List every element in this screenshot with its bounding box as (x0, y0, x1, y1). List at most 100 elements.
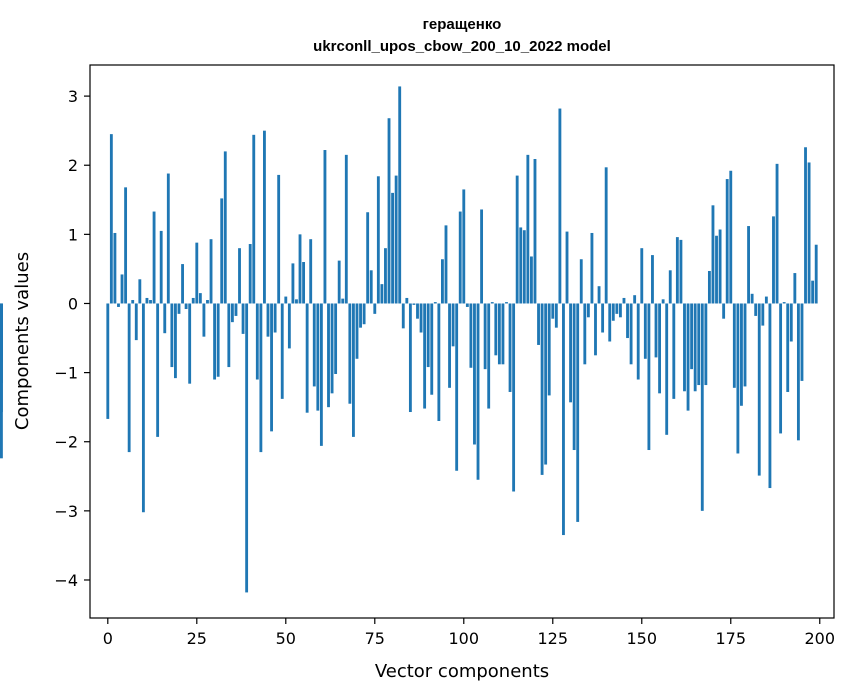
bar-155 (658, 303, 661, 394)
bar-97 (451, 303, 455, 347)
bar-191 (786, 303, 790, 392)
bar-92 (433, 302, 437, 304)
bar-147 (629, 303, 633, 365)
bar-35 (230, 303, 234, 323)
bar-133 (579, 259, 583, 304)
bar-69 (352, 303, 355, 437)
bar-125 (551, 303, 555, 319)
bar-38 (241, 303, 245, 334)
bar-98 (455, 303, 459, 471)
bar-199 (814, 244, 818, 304)
x-tick-label: 175 (715, 629, 746, 648)
bar-50 (284, 296, 288, 304)
bar-60 (319, 303, 323, 446)
bar-48 (277, 174, 281, 304)
bar-165 (693, 303, 697, 392)
bar-9 (138, 279, 142, 304)
bar-138 (597, 286, 601, 304)
bar-74 (369, 270, 373, 304)
bar-66 (341, 298, 345, 304)
bar-140 (604, 167, 608, 304)
bar-156 (661, 299, 665, 304)
bar-181 (750, 293, 754, 304)
bar-10 (141, 303, 145, 513)
bar-37 (238, 248, 241, 304)
bar-122 (540, 303, 544, 475)
bar-184 (761, 303, 765, 326)
bar-3 (117, 303, 120, 307)
bar-126 (554, 303, 558, 328)
chart-title: геращенко (423, 16, 502, 33)
bar-196 (804, 147, 807, 304)
bar-192 (789, 303, 793, 342)
y-tick-label: −3 (54, 502, 78, 521)
bar-58 (312, 303, 316, 387)
y-axis-ticks: −4 −3 −2 −1 0 1 2 3 (54, 87, 90, 590)
bar-34 (227, 303, 231, 368)
bar-47 (273, 303, 277, 333)
x-tick-label: 100 (449, 629, 480, 648)
bar-96 (448, 303, 451, 388)
bar-71 (359, 303, 362, 328)
bar-1 (109, 134, 113, 304)
bar-77 (380, 284, 384, 304)
bar-121 (537, 303, 540, 345)
bar-148 (633, 295, 637, 304)
bar-112 (505, 302, 508, 304)
bar-109 (494, 303, 498, 356)
y-tick-label: 2 (68, 156, 78, 175)
bar-117 (522, 230, 526, 304)
bar-141 (608, 303, 612, 342)
x-tick-label: 200 (804, 629, 835, 648)
bar-139 (601, 303, 605, 333)
bar-8 (134, 303, 138, 341)
plot-area-frame (89, 64, 835, 619)
bar-20 (177, 303, 181, 314)
bar-36 (234, 303, 238, 316)
bar-59 (316, 303, 320, 411)
bar-61 (323, 150, 327, 304)
x-tick-label: 25 (187, 629, 207, 648)
bar-131 (572, 303, 576, 451)
bars-group (0, 86, 818, 593)
bar-7 (131, 300, 135, 304)
bar-49 (280, 303, 284, 399)
y-tick-label: 3 (68, 87, 78, 106)
bar-142 (611, 303, 615, 321)
bar-127 (558, 108, 562, 304)
bar-182 (754, 303, 758, 316)
bar-65 (337, 260, 341, 304)
bar-158 (668, 270, 672, 304)
bar-167 (700, 303, 704, 511)
bar-174 (725, 179, 729, 304)
bar-118 (526, 154, 530, 304)
bar-108 (490, 302, 494, 304)
bar-22 (184, 303, 188, 310)
bar-111 (501, 303, 505, 365)
bar-4 (120, 274, 124, 304)
bar-103 (473, 303, 476, 445)
bar-115 (515, 175, 519, 304)
bar-6 (127, 303, 131, 453)
bar-162 (683, 303, 686, 392)
bar-51 (287, 303, 291, 349)
bar-146 (626, 303, 629, 339)
bar-19 (174, 303, 177, 379)
bar-88 (419, 303, 423, 333)
bar-79 (387, 118, 391, 304)
y-tick-label: 0 (68, 294, 78, 313)
bar-31 (216, 303, 220, 377)
bar-190 (782, 302, 786, 304)
bar-41 (252, 134, 256, 304)
bar-93 (437, 303, 441, 421)
bar-185 (764, 296, 768, 304)
bar-5 (124, 187, 128, 304)
bar-124 (547, 303, 551, 396)
bar-135 (586, 303, 590, 318)
bar-143 (615, 303, 619, 314)
bar-151 (643, 303, 647, 359)
bar-105 (480, 209, 484, 304)
bar-95 (444, 225, 448, 304)
y-tick-label: −2 (54, 433, 78, 452)
